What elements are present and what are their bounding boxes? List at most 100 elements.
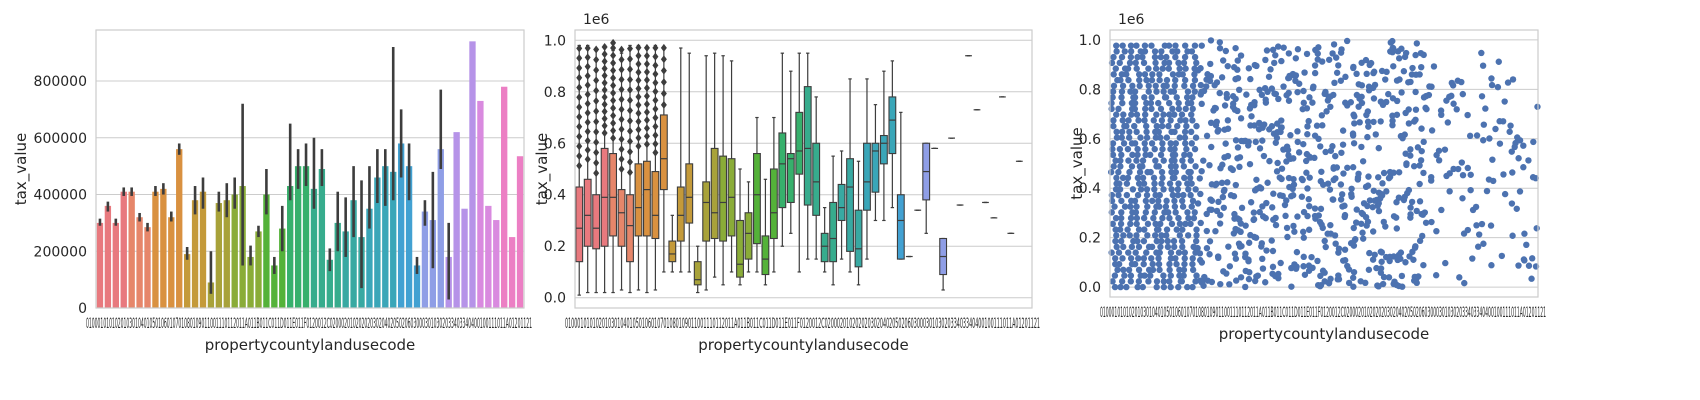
scatter-point [1529,174,1537,181]
bar [469,41,476,309]
scatter-point [1238,204,1246,212]
scatter-point [1377,265,1385,272]
scatter-point [1420,169,1427,177]
scatter-point [1148,42,1155,49]
scatter-point [1309,85,1317,92]
scatter-point [1411,273,1419,281]
scatter-point [1172,255,1179,262]
scatter-point [1280,83,1287,90]
scatter-point [1165,65,1172,72]
scatter-point [1152,59,1159,67]
scatter-point [1155,197,1162,205]
outlier [660,43,667,52]
scatter-point [1188,203,1195,210]
scatter-point [1416,237,1424,245]
outlier [610,66,617,75]
scatter-point [1217,280,1224,288]
scatter-point [1305,262,1313,269]
bar [104,205,112,308]
outlier [593,76,600,85]
scatter-point [1265,73,1273,80]
outlier [652,87,659,96]
scatter-point [1181,76,1189,84]
scatter-point [1212,181,1219,189]
scatter-point [1266,157,1273,165]
scatter-point [1163,232,1170,239]
scatter-point [1151,53,1159,61]
scatter-point [1171,197,1178,205]
scatter-point [1113,174,1120,182]
scatter-point [1118,278,1126,285]
scatter-point [1155,260,1163,268]
scatter-point [1358,143,1365,151]
scatter-point [1248,113,1255,120]
scatter-point [1317,143,1324,150]
scatter-point [1142,151,1149,159]
scatter-point [1252,138,1259,146]
scatter-point [1157,134,1164,141]
scatter-point [1143,99,1150,107]
scatter-point [1135,180,1143,187]
outlier [643,43,650,52]
scatter-point [1133,232,1140,239]
scatter-point [1274,159,1281,167]
chart-panel-2: 0.0 0.2 0.4 0.6 0.8 1.0 1e6 0100010101020103010… [533,12,1040,354]
scatter-point [1255,119,1263,127]
scatter-point [1165,99,1173,107]
scatter-point [1478,49,1485,57]
scatter-point [1187,191,1194,199]
bar [397,143,405,308]
outlier [627,137,634,146]
outlier [643,108,650,117]
outlier [576,142,583,151]
scatter-point [1508,200,1516,207]
scatter-point [1464,164,1471,172]
scatter-point [1516,188,1524,195]
scatter-point [1140,59,1148,67]
scatter-point [1263,247,1270,254]
scatter-point [1382,76,1389,83]
box [642,160,651,237]
bar [287,186,294,308]
scatter-point [1287,132,1294,139]
scatter-point [1188,48,1196,55]
outlier [652,61,659,70]
scatter-point [1376,195,1384,202]
scatter-point [1217,211,1224,219]
scatter-point [1208,143,1215,151]
scatter-point [1133,157,1140,164]
x-axis-label: propertycountylandusecode [698,336,909,354]
scatter-point [1157,151,1165,159]
scatter-point [1133,111,1141,118]
scatter-point [1250,216,1258,223]
scatter-point [1117,283,1124,291]
scatter-point [1181,82,1188,90]
scatter-point [1501,190,1509,198]
scatter-point [1345,279,1353,287]
scatter-point [1163,134,1171,141]
scatter-point [1401,131,1408,138]
box [634,163,643,237]
scatter-point [1126,168,1133,176]
scatter-point [1450,100,1457,107]
scatter-point [1152,82,1159,90]
outlier [610,51,617,60]
scatter-point [1153,237,1161,245]
scatter-point [1359,158,1367,165]
scatter-point [1160,186,1167,193]
scatter-point [1395,55,1403,62]
scatter-point [1420,94,1428,101]
outlier [652,43,659,52]
scatter-point [1332,240,1339,247]
scatter-point [1247,75,1254,83]
scatter-point [1278,57,1285,65]
box [820,232,829,263]
scatter-point [1187,220,1194,228]
scatter-point [1116,186,1124,193]
scatter-point [1134,151,1141,159]
outlier [576,54,583,63]
plot-frame [574,29,1033,309]
scatter-point [1319,122,1326,129]
scatter-point [1142,209,1150,216]
